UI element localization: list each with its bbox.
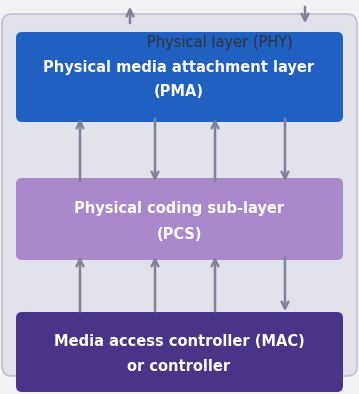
FancyBboxPatch shape [16,178,343,260]
Text: Media access controller (MAC): Media access controller (MAC) [53,334,304,349]
FancyBboxPatch shape [2,14,357,376]
Text: (PMA): (PMA) [154,84,204,98]
Text: Physical layer (PHY): Physical layer (PHY) [147,35,293,50]
FancyBboxPatch shape [16,32,343,122]
Text: Physical media attachment layer: Physical media attachment layer [43,60,314,75]
Text: Physical coding sub-layer: Physical coding sub-layer [74,201,284,216]
FancyBboxPatch shape [16,312,343,392]
Text: or controller: or controller [127,359,230,374]
Text: (PCS): (PCS) [156,227,202,242]
